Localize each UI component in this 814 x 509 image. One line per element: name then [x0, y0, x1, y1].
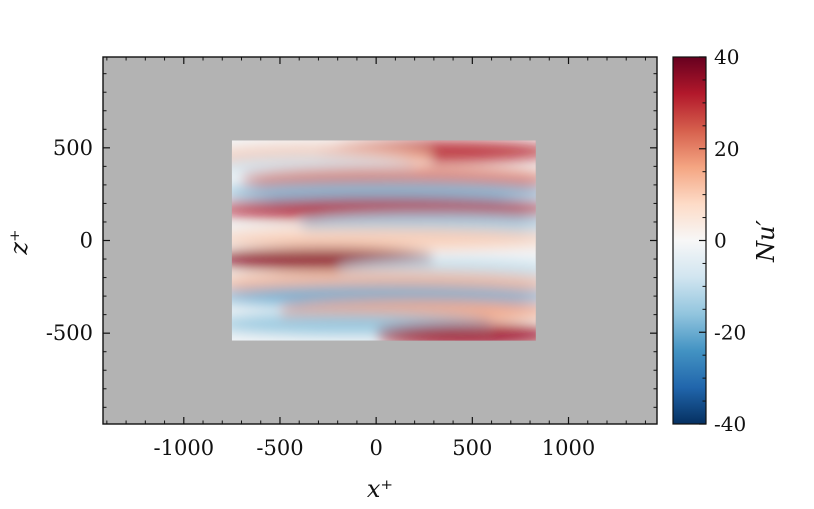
- heatmap-streak: [231, 181, 536, 204]
- x-tick-label: -500: [256, 436, 303, 460]
- heatmap-streak: [375, 324, 536, 341]
- colorbar-axis: 40 20 0 -20 -40: [699, 45, 746, 436]
- x-axis-title: x⁺: [367, 475, 393, 503]
- colorbar-title: Nu′: [752, 219, 780, 262]
- y-tick-label: -500: [46, 321, 93, 345]
- x-tick-label: -1000: [154, 436, 215, 460]
- x-tick-label: 1000: [542, 436, 595, 460]
- colorbar-tick-label: 20: [714, 137, 739, 161]
- y-tick-label: 0: [80, 229, 93, 253]
- heatmap-field: [231, 140, 536, 341]
- y-axis: 500 0 -500: [46, 73, 657, 408]
- x-axis: -1000 -500 0 500 1000: [106, 57, 646, 460]
- x-tick-label: 500: [452, 436, 492, 460]
- colorbar-tick-label: 0: [714, 229, 727, 253]
- heatmap-streak: [231, 227, 536, 250]
- colorbar-tick-label: -40: [714, 412, 746, 436]
- x-tick-label: 0: [369, 436, 382, 460]
- y-axis-title: z⁺: [5, 229, 33, 255]
- colorbar-tick-label: 40: [714, 45, 739, 69]
- y-tick-label: 500: [53, 136, 93, 160]
- colorbar-tick-label: -20: [714, 320, 746, 344]
